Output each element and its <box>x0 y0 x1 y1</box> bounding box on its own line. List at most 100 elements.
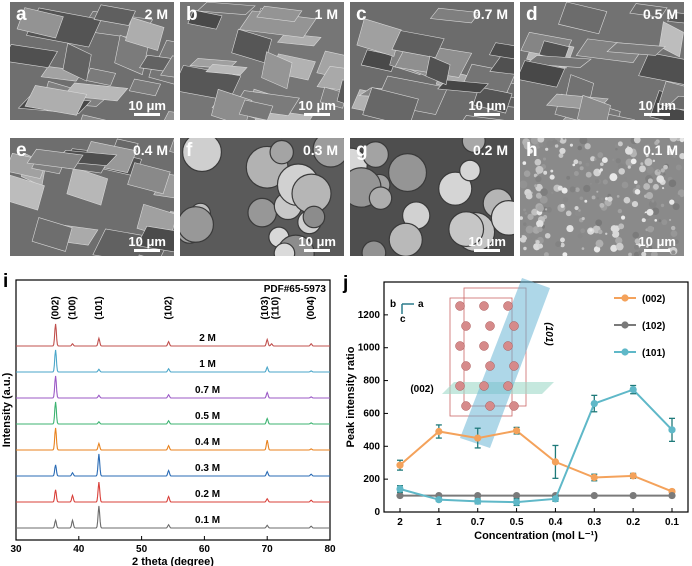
powder-grain <box>573 171 579 176</box>
powder-grain <box>523 208 526 212</box>
crystal-plate <box>336 79 344 104</box>
data-point <box>590 491 598 500</box>
atom <box>461 321 471 331</box>
powder-grain <box>641 218 646 223</box>
powder-grain <box>596 190 599 193</box>
crystal-plate <box>558 2 608 35</box>
atom <box>509 321 519 331</box>
plane-101 <box>460 278 550 448</box>
crystal-plate <box>66 167 109 206</box>
powder-grain <box>633 138 641 144</box>
powder-grain <box>545 147 549 151</box>
powder-grain <box>668 218 672 222</box>
powder-grain <box>662 187 665 190</box>
powder-grain <box>555 241 562 248</box>
sem-texture <box>10 138 174 256</box>
powder-grain <box>610 225 618 232</box>
powder-grain <box>625 146 633 155</box>
powder-grain <box>614 144 619 148</box>
powder-grain <box>627 165 631 169</box>
powder-grain <box>639 165 646 173</box>
powder-grain <box>593 246 601 253</box>
crystal-plate <box>160 55 174 78</box>
series-label: 0.3 M <box>195 463 220 474</box>
crystal-plate <box>261 51 293 90</box>
y-tick-label: 1000 <box>358 343 381 354</box>
atom <box>461 361 471 371</box>
data-point <box>629 386 637 394</box>
powder-grain <box>631 200 639 208</box>
powder-grain <box>525 192 533 200</box>
legend-label: (002) <box>642 294 665 305</box>
crystal-plate <box>276 33 322 47</box>
panel-label: b <box>186 4 198 25</box>
peak-ratio-chart: j 0 200 400 600 800 1000 1200 2 1 0.7 0.5 0.4 0.3 0.2 0… <box>342 273 689 542</box>
powder-grain <box>581 247 585 250</box>
sphere-aggregate <box>388 222 423 256</box>
powder-grain <box>634 244 639 250</box>
powder-grain <box>574 205 579 211</box>
crystal-plate <box>489 54 514 75</box>
powder-grain <box>550 169 554 173</box>
peak-label: (101) <box>94 296 105 319</box>
series-line <box>399 429 673 493</box>
powder-grain <box>669 199 675 205</box>
crystal-plate <box>659 21 684 58</box>
powder-grain <box>620 215 626 220</box>
crystal-plate <box>256 5 303 22</box>
data-point <box>512 427 521 435</box>
powder-grain <box>597 229 603 235</box>
powder-grain <box>640 162 644 166</box>
x-tick-label: 40 <box>73 544 85 555</box>
powder-grain <box>595 239 604 248</box>
atom <box>503 301 513 311</box>
series-label: 0.1 M <box>195 515 220 526</box>
powder-grain <box>538 142 544 148</box>
sem-panel-a: a 2 M 10 μm <box>10 2 174 120</box>
powder-grain <box>661 219 668 226</box>
powder-grain <box>530 138 539 145</box>
powder-grain <box>672 153 677 158</box>
powder-grain <box>676 138 681 142</box>
y-tick-label: 200 <box>363 474 380 485</box>
crystal-plate <box>462 115 505 120</box>
atom <box>479 381 489 391</box>
sphere-aggregate <box>312 138 344 168</box>
crystal-plate <box>128 78 162 97</box>
powder-grain <box>604 197 609 201</box>
series-label: 0.2 M <box>195 489 220 500</box>
powder-grain <box>633 251 640 256</box>
scale-bar-text: 10 μm <box>638 98 676 113</box>
powder-grain <box>596 197 600 200</box>
concentration-label: 0.2 M <box>472 142 508 158</box>
sem-panel-c: c 0.7 M 10 μm <box>350 2 514 120</box>
concentration-label: 2 M <box>144 6 168 22</box>
crystal-plate <box>196 2 256 16</box>
scale-bar-text: 10 μm <box>128 98 166 113</box>
y-tick-label: 800 <box>363 376 380 387</box>
crystal-plate <box>606 42 666 56</box>
powder-grain <box>557 185 563 191</box>
powder-grain <box>565 210 572 217</box>
powder-grain <box>569 186 576 193</box>
atom <box>485 321 495 331</box>
data-point <box>512 491 521 500</box>
powder-grain <box>549 174 555 180</box>
plot-frame <box>383 281 689 513</box>
powder-grain <box>651 199 655 203</box>
atom <box>455 381 465 391</box>
plot-frame <box>15 279 331 541</box>
powder-grain <box>579 138 588 145</box>
plane-002-label: (002) <box>410 384 433 395</box>
scale-bar-line <box>134 113 161 116</box>
powder-grain <box>679 138 684 143</box>
powder-grain <box>646 208 654 216</box>
crystal-plate <box>356 18 402 57</box>
powder-grain <box>670 225 676 231</box>
concentration-label: 1 M <box>314 6 338 22</box>
x-tick-label: 80 <box>324 544 336 555</box>
data-point <box>435 496 443 504</box>
powder-grain <box>621 181 629 189</box>
powder-grain <box>539 195 548 204</box>
atom <box>509 361 519 371</box>
